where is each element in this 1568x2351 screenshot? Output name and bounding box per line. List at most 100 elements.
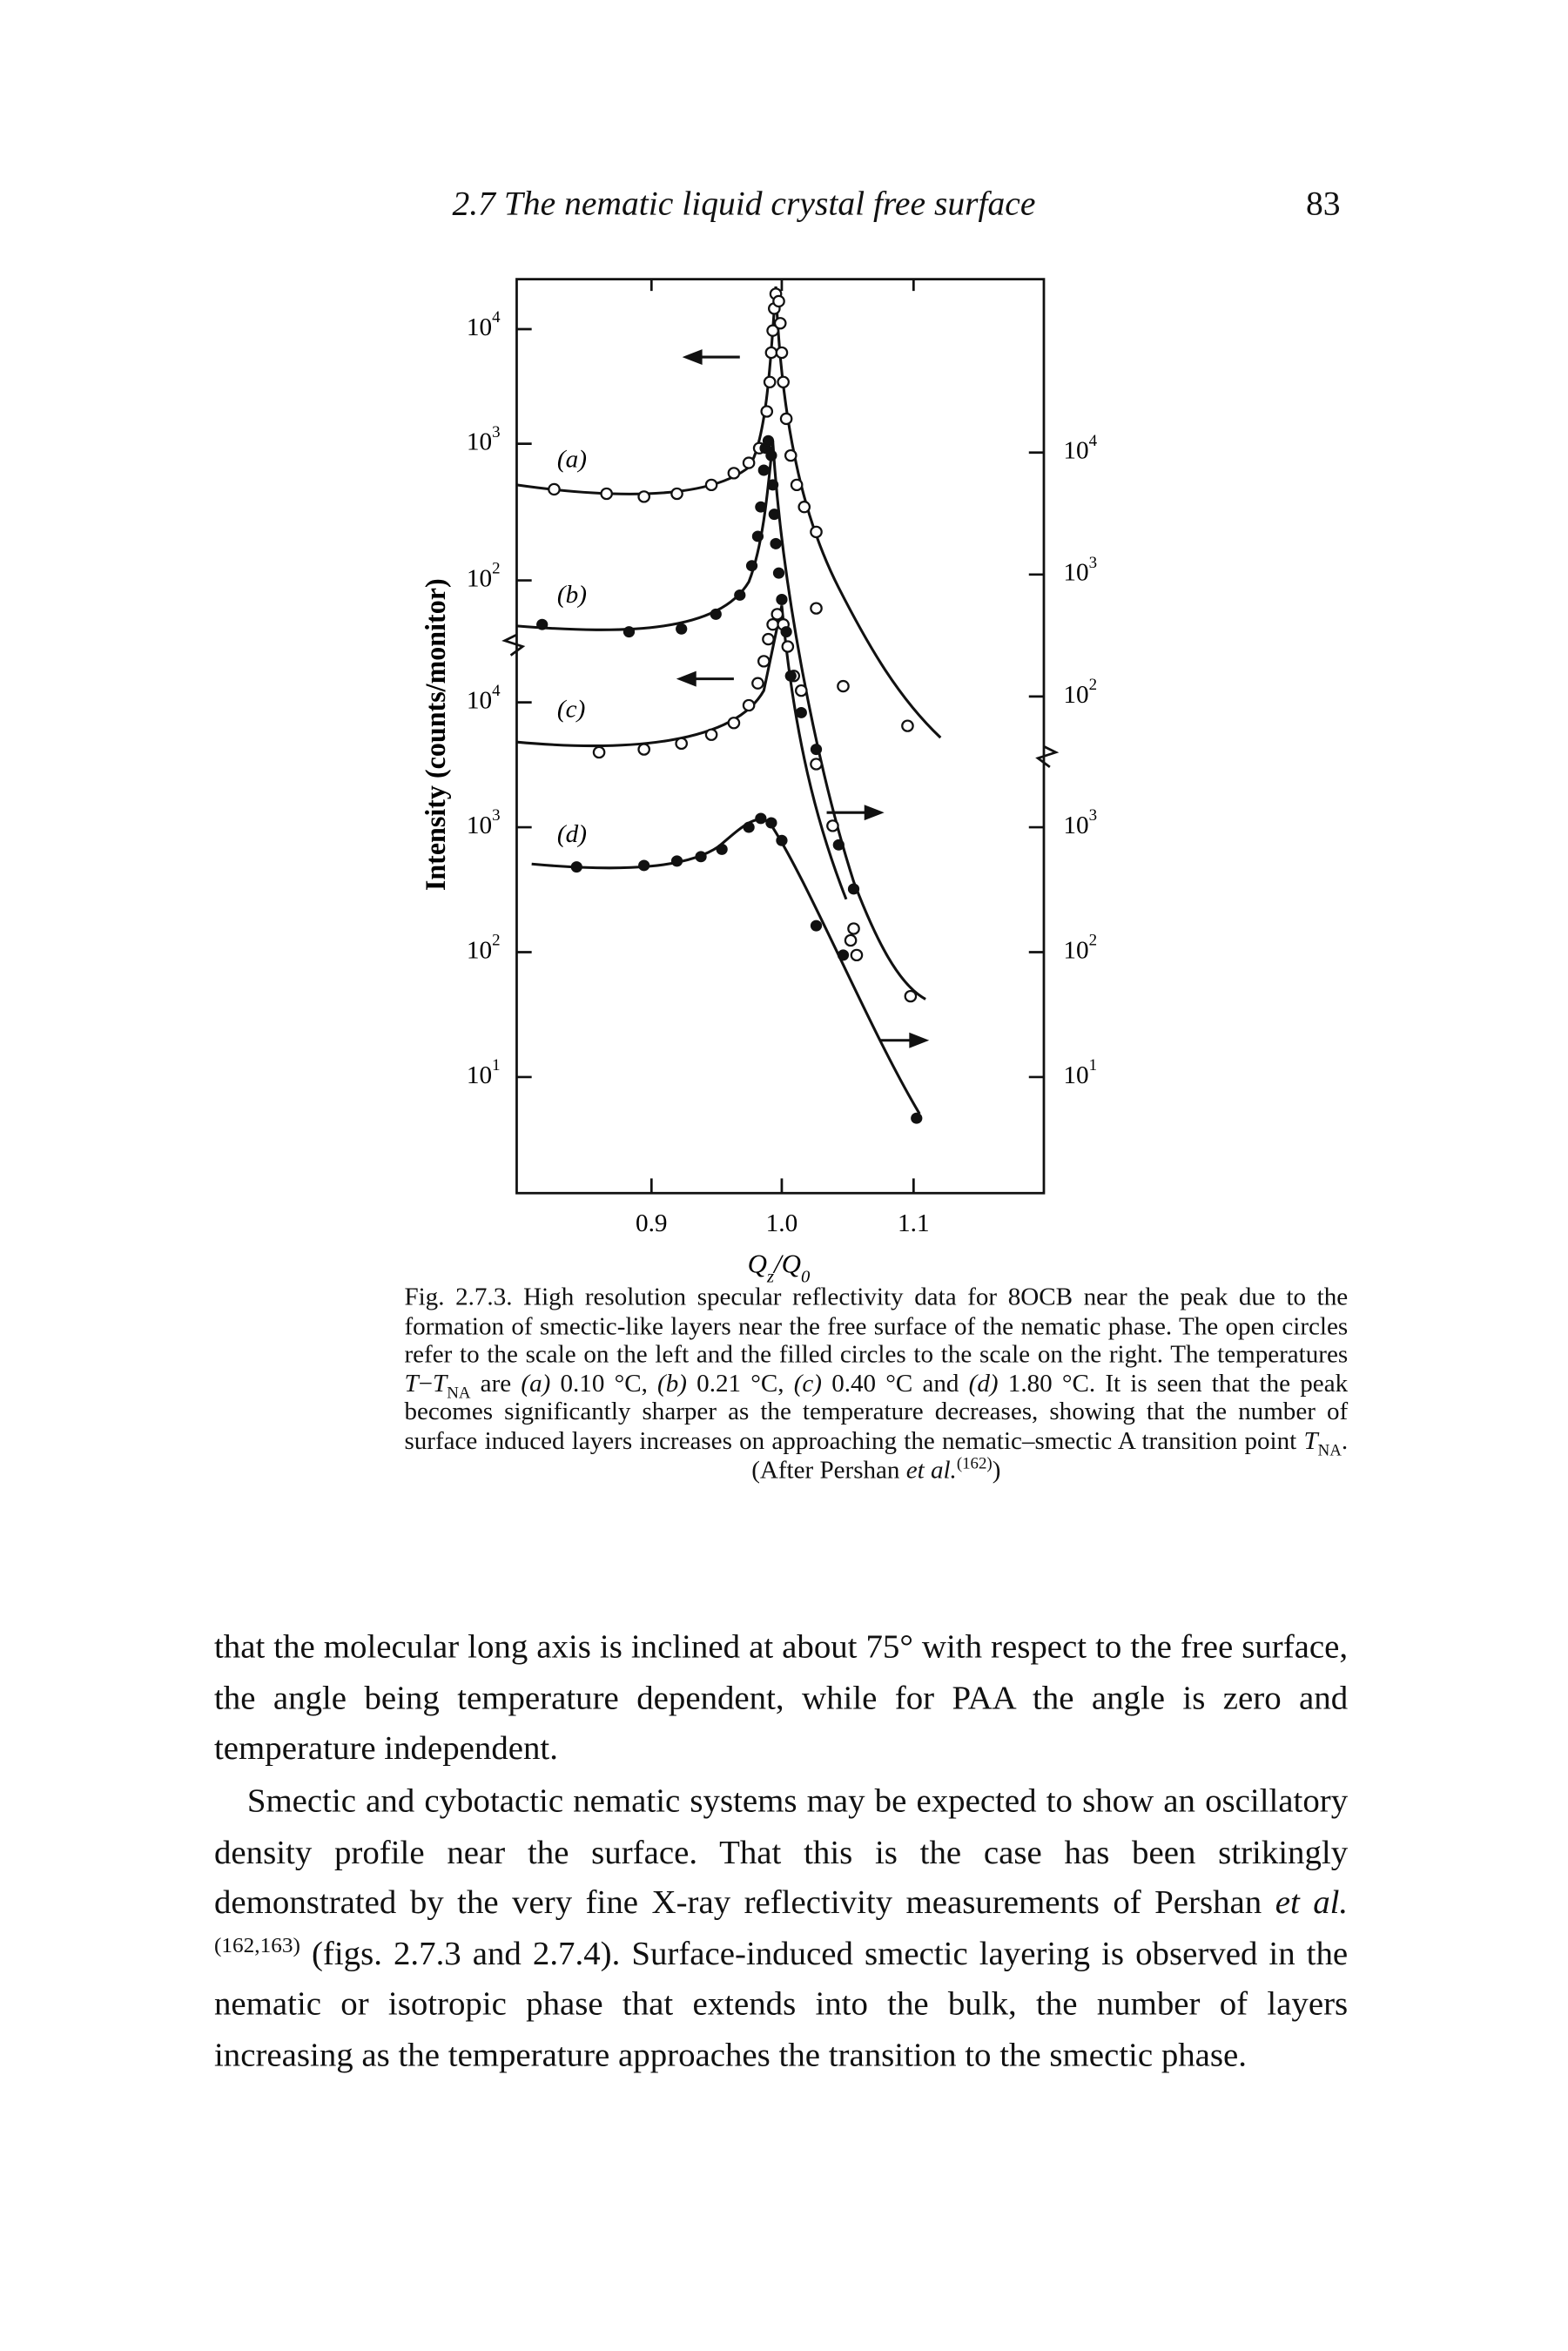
paragraph: that the molecular long axis is inclined…	[214, 1622, 1348, 1775]
tick-base: 10	[467, 812, 492, 839]
left-tick-label: 104	[467, 309, 501, 341]
tick-labels: 1041031021041031021011041031021031021010…	[467, 309, 1098, 1237]
right-tick-label: 101	[1063, 1057, 1097, 1089]
text-run: )	[992, 1455, 1001, 1484]
filled-point	[772, 567, 785, 579]
filled-point	[837, 949, 850, 961]
x-tick-marks	[649, 279, 915, 1194]
x-label-run: Q	[782, 1250, 801, 1279]
filled-point	[911, 1112, 923, 1124]
arrow-head	[864, 805, 885, 821]
paragraph: Smectic and cybotactic nematic systems m…	[214, 1776, 1348, 2081]
open-point	[772, 294, 785, 308]
filled-point	[795, 706, 807, 718]
filled-point	[770, 537, 782, 549]
tick-exponent: 2	[492, 560, 500, 578]
filled-point	[847, 883, 860, 895]
open-point	[901, 719, 914, 732]
filled-point	[780, 626, 792, 638]
filled-point	[751, 530, 764, 542]
tick-exponent: 2	[1089, 676, 1097, 694]
text-run: (a)	[521, 1369, 551, 1398]
filled-point	[832, 839, 845, 851]
open-point	[847, 922, 860, 935]
curve-a	[516, 286, 777, 495]
arrow-head	[682, 349, 703, 366]
tick-exponent: 3	[492, 807, 500, 825]
tick-base: 10	[467, 313, 492, 341]
text-run: (b)	[657, 1369, 687, 1398]
left-tick-label: 103	[467, 423, 501, 455]
left-tick-label: 102	[467, 560, 501, 592]
open-point	[704, 728, 718, 741]
filled-point	[757, 464, 770, 476]
open-point	[781, 640, 795, 653]
right-tick-marks	[1028, 451, 1044, 1079]
tick-base: 10	[467, 936, 492, 964]
open-point	[760, 405, 774, 418]
open-point	[751, 677, 764, 690]
open-point	[844, 933, 858, 947]
tick-exponent: 4	[492, 682, 501, 700]
left-tick-label: 104	[467, 682, 501, 714]
open-point	[810, 758, 823, 771]
open-point	[790, 478, 804, 492]
curve-label: (a)	[557, 446, 587, 474]
open-point	[771, 608, 784, 621]
curve-label: (c)	[557, 696, 585, 724]
text-run: . (After Pershan	[751, 1426, 1349, 1484]
frame	[501, 278, 1060, 1195]
filled-point	[734, 589, 746, 601]
axis-break	[1035, 745, 1060, 768]
filled-point	[762, 434, 775, 447]
filled-point	[784, 670, 797, 682]
tick-base: 10	[1063, 437, 1088, 465]
x-axis-label: Qz/Q0	[748, 1250, 811, 1287]
filled-point	[776, 834, 788, 846]
tick-exponent: 4	[1089, 432, 1098, 450]
text-run: (162,163)	[213, 1934, 300, 1958]
tick-base: 10	[1063, 1061, 1088, 1089]
open-point	[850, 948, 864, 962]
figure-caption: Fig. 2.7.3. High resolution specular ref…	[404, 1283, 1348, 1484]
open-point	[704, 478, 718, 492]
right-tick-label: 104	[1063, 432, 1097, 464]
open-point	[675, 737, 689, 751]
open-point	[727, 717, 741, 730]
filled-point	[570, 861, 582, 873]
tick-base: 10	[1063, 812, 1088, 839]
arrow-head	[676, 670, 697, 687]
filled-point	[755, 812, 767, 825]
curve-label: (b)	[557, 581, 587, 609]
tick-exponent: 3	[1089, 807, 1097, 825]
open-point	[727, 467, 741, 480]
text-run: Fig. 2.7.3. High resolution specular ref…	[404, 1283, 1349, 1369]
left-tick-label: 103	[467, 807, 501, 839]
open-point	[670, 487, 683, 501]
y-axis-label: Intensity (counts/monitor)	[421, 578, 452, 891]
text-run: 0.10 °C,	[550, 1369, 658, 1398]
open-point	[779, 412, 793, 426]
text-run: that the molecular long axis is inclined…	[213, 1627, 1349, 1767]
text-run: −	[418, 1369, 434, 1398]
tick-base: 10	[1063, 936, 1088, 964]
text-run: 0.40 °C and	[821, 1369, 969, 1398]
open-point	[904, 989, 918, 1003]
text-run: are	[470, 1369, 522, 1398]
filled-point	[765, 449, 777, 461]
open-point	[592, 745, 606, 759]
open-point	[757, 655, 771, 668]
open-point	[775, 346, 789, 360]
text-run: T	[1303, 1426, 1318, 1455]
tick-exponent: 1	[1089, 1057, 1097, 1075]
text-run: T	[404, 1369, 419, 1398]
text-run: et al.	[1275, 1883, 1349, 1921]
open-point	[766, 324, 779, 337]
text-run: Smectic and cybotactic nematic systems m…	[213, 1782, 1349, 1921]
filled-point	[716, 843, 728, 855]
tick-exponent: 1	[492, 1057, 500, 1075]
filled-point	[676, 623, 688, 635]
right-tick-label: 103	[1063, 554, 1097, 586]
tick-base: 10	[467, 428, 492, 455]
open-point	[797, 501, 811, 514]
